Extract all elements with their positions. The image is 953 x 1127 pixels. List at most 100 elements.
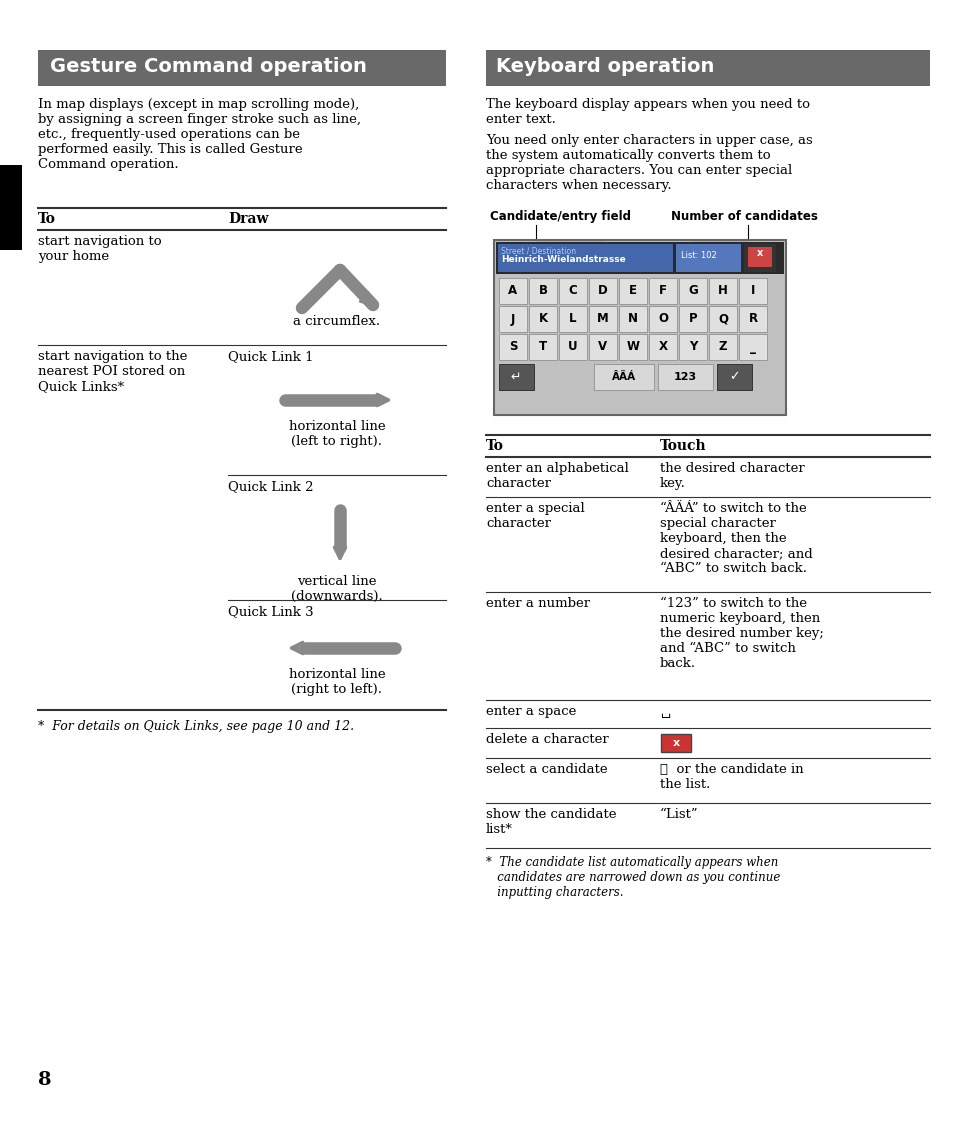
Text: U: U xyxy=(568,340,578,354)
Text: a circumflex.: a circumflex. xyxy=(294,316,380,328)
Bar xyxy=(717,364,751,390)
Text: “ÂÄÁ” to switch to the
special character
keyboard, then the
desired character; a: “ÂÄÁ” to switch to the special character… xyxy=(659,502,812,575)
Text: J: J xyxy=(510,312,515,326)
Text: M: M xyxy=(597,312,608,326)
Bar xyxy=(739,278,766,304)
Bar xyxy=(498,307,526,332)
Text: horizontal line
(right to left).: horizontal line (right to left). xyxy=(289,668,385,696)
Text: Heinrich-Wielandstrasse: Heinrich-Wielandstrasse xyxy=(500,255,625,264)
Text: Quick Link 3: Quick Link 3 xyxy=(228,605,314,618)
Bar xyxy=(588,307,617,332)
Text: ↵: ↵ xyxy=(510,371,520,383)
Bar xyxy=(588,334,617,360)
Bar xyxy=(498,334,526,360)
Text: enter an alphabetical
character: enter an alphabetical character xyxy=(485,462,628,490)
Bar xyxy=(660,734,690,752)
Bar xyxy=(679,307,706,332)
Text: In map displays (except in map scrolling mode),
by assigning a screen finger str: In map displays (except in map scrolling… xyxy=(38,98,360,171)
Text: ✓  or the candidate in
the list.: ✓ or the candidate in the list. xyxy=(659,763,802,791)
Text: ✓: ✓ xyxy=(728,371,739,383)
Text: enter a number: enter a number xyxy=(485,597,590,610)
Text: Keyboard operation: Keyboard operation xyxy=(496,57,714,76)
Text: select a candidate: select a candidate xyxy=(485,763,607,777)
Text: ÂÄÁ: ÂÄÁ xyxy=(611,372,636,382)
Text: G: G xyxy=(687,284,698,298)
Bar xyxy=(529,307,557,332)
Bar xyxy=(747,247,771,267)
Text: start navigation to the
nearest POI stored on
Quick Links*: start navigation to the nearest POI stor… xyxy=(38,350,187,393)
Bar xyxy=(676,245,740,272)
Text: Touch: Touch xyxy=(659,440,706,453)
Text: delete a character: delete a character xyxy=(485,733,608,746)
Text: L: L xyxy=(569,312,577,326)
Text: I: I xyxy=(750,284,755,298)
Bar xyxy=(679,278,706,304)
Text: x: x xyxy=(756,248,762,258)
Text: F: F xyxy=(659,284,666,298)
Text: show the candidate
list*: show the candidate list* xyxy=(485,808,616,836)
Text: To: To xyxy=(485,440,503,453)
Text: start navigation to
your home: start navigation to your home xyxy=(38,236,161,263)
Text: The keyboard display appears when you need to
enter text.: The keyboard display appears when you ne… xyxy=(485,98,809,126)
Text: Number of candidates: Number of candidates xyxy=(670,210,817,223)
Text: Candidate/entry field: Candidate/entry field xyxy=(490,210,630,223)
Text: A: A xyxy=(508,284,517,298)
Text: N: N xyxy=(627,312,638,326)
Text: 8: 8 xyxy=(38,1071,51,1089)
Text: Street / Destination: Street / Destination xyxy=(500,247,576,256)
Bar xyxy=(660,734,690,752)
Bar xyxy=(38,50,446,86)
Text: S: S xyxy=(508,340,517,354)
Bar xyxy=(494,240,785,415)
Bar xyxy=(708,278,737,304)
Bar xyxy=(739,334,766,360)
Text: “123” to switch to the
numeric keyboard, then
the desired number key;
and “ABC” : “123” to switch to the numeric keyboard,… xyxy=(659,597,823,669)
Text: You need only enter characters in upper case, as
the system automatically conver: You need only enter characters in upper … xyxy=(485,134,812,192)
Text: X: X xyxy=(658,340,667,354)
Text: “List”: “List” xyxy=(659,808,698,820)
Text: D: D xyxy=(598,284,607,298)
Bar xyxy=(529,278,557,304)
Text: *  For details on Quick Links, see page 10 and 12.: * For details on Quick Links, see page 1… xyxy=(38,720,354,733)
Text: Z: Z xyxy=(718,340,726,354)
Bar xyxy=(743,245,775,272)
Bar xyxy=(588,278,617,304)
Text: T: T xyxy=(538,340,546,354)
Bar xyxy=(498,278,526,304)
Text: C: C xyxy=(568,284,577,298)
Text: To: To xyxy=(38,212,56,227)
Text: W: W xyxy=(626,340,639,354)
Bar xyxy=(618,278,646,304)
Bar xyxy=(618,307,646,332)
Text: H: H xyxy=(718,284,727,298)
Bar xyxy=(618,334,646,360)
Text: E: E xyxy=(628,284,637,298)
Text: B: B xyxy=(537,284,547,298)
Text: horizontal line
(left to right).: horizontal line (left to right). xyxy=(289,420,385,449)
Bar xyxy=(558,278,586,304)
Bar xyxy=(594,364,654,390)
Bar xyxy=(648,334,677,360)
Text: Gesture Command operation: Gesture Command operation xyxy=(50,57,367,76)
Text: P: P xyxy=(688,312,697,326)
Text: O: O xyxy=(658,312,667,326)
Bar xyxy=(679,334,706,360)
Bar xyxy=(558,307,586,332)
Bar xyxy=(0,165,22,250)
Bar xyxy=(496,242,783,274)
Bar xyxy=(558,334,586,360)
Text: the desired character
key.: the desired character key. xyxy=(659,462,804,490)
Text: K: K xyxy=(537,312,547,326)
Bar xyxy=(739,307,766,332)
Text: List: 102: List: 102 xyxy=(680,251,716,260)
Text: Quick Link 2: Quick Link 2 xyxy=(228,480,314,492)
Text: R: R xyxy=(748,312,757,326)
Text: Q: Q xyxy=(718,312,727,326)
Bar xyxy=(648,278,677,304)
Text: enter a space: enter a space xyxy=(485,706,576,718)
Bar xyxy=(708,334,737,360)
Text: 123: 123 xyxy=(673,372,696,382)
Text: V: V xyxy=(598,340,607,354)
Bar xyxy=(658,364,712,390)
Text: vertical line
(downwards).: vertical line (downwards). xyxy=(291,575,382,603)
